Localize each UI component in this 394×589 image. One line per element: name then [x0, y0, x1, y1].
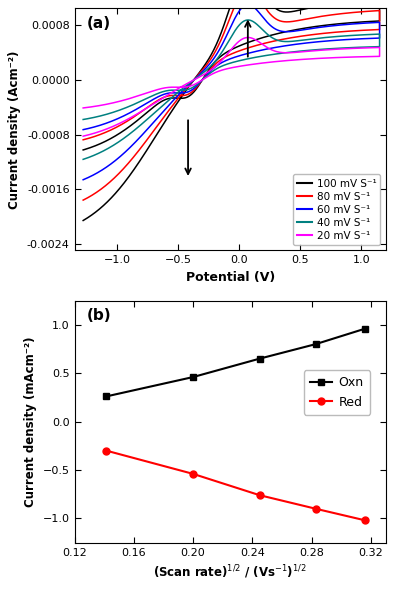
60 mV S⁻¹: [245, 1, 250, 8]
80 mV S⁻¹: [281, 18, 286, 25]
80 mV S⁻¹: [362, 27, 366, 34]
100 mV S⁻¹: [338, 0, 343, 6]
Line: 100 mV S⁻¹: 100 mV S⁻¹: [83, 0, 379, 220]
40 mV S⁻¹: [245, 16, 250, 24]
20 mV S⁻¹: [362, 53, 366, 60]
Line: 60 mV S⁻¹: 60 mV S⁻¹: [83, 5, 379, 180]
40 mV S⁻¹: [338, 32, 343, 39]
Red: [363, 517, 368, 524]
Line: Red: Red: [103, 447, 369, 524]
40 mV S⁻¹: [349, 44, 354, 51]
80 mV S⁻¹: [160, 116, 164, 123]
60 mV S⁻¹: [160, 110, 164, 117]
40 mV S⁻¹: [81, 116, 85, 123]
40 mV S⁻¹: [181, 85, 186, 92]
40 mV S⁻¹: [362, 44, 366, 51]
20 mV S⁻¹: [181, 82, 186, 90]
Legend: 100 mV S⁻¹, 80 mV S⁻¹, 60 mV S⁻¹, 40 mV S⁻¹, 20 mV S⁻¹: 100 mV S⁻¹, 80 mV S⁻¹, 60 mV S⁻¹, 40 mV …: [293, 174, 381, 245]
20 mV S⁻¹: [338, 45, 343, 52]
20 mV S⁻¹: [81, 133, 85, 140]
20 mV S⁻¹: [245, 34, 250, 41]
Oxn: [363, 325, 368, 332]
100 mV S⁻¹: [81, 147, 85, 154]
60 mV S⁻¹: [281, 28, 286, 35]
Text: (b): (b): [87, 308, 112, 323]
100 mV S⁻¹: [349, 19, 354, 26]
X-axis label: (Scan rate)$^{1/2}$ / (Vs$^{-1}$)$^{1/2}$: (Scan rate)$^{1/2}$ / (Vs$^{-1}$)$^{1/2}…: [153, 563, 307, 581]
20 mV S⁻¹: [81, 104, 85, 111]
Oxn: [191, 373, 195, 380]
60 mV S⁻¹: [349, 36, 354, 43]
Red: [191, 471, 195, 478]
Legend: Oxn, Red: Oxn, Red: [304, 370, 370, 415]
60 mV S⁻¹: [81, 176, 85, 183]
Oxn: [313, 340, 318, 348]
Y-axis label: Current density (mAcm⁻²): Current density (mAcm⁻²): [24, 336, 37, 507]
100 mV S⁻¹: [81, 217, 85, 224]
20 mV S⁻¹: [349, 54, 354, 61]
Red: [257, 492, 262, 499]
100 mV S⁻¹: [281, 8, 286, 15]
Line: 80 mV S⁻¹: 80 mV S⁻¹: [83, 0, 379, 200]
60 mV S⁻¹: [362, 35, 366, 42]
60 mV S⁻¹: [81, 126, 85, 133]
Red: [313, 505, 318, 512]
Line: 40 mV S⁻¹: 40 mV S⁻¹: [83, 20, 379, 160]
80 mV S⁻¹: [81, 197, 85, 204]
100 mV S⁻¹: [160, 123, 164, 130]
100 mV S⁻¹: [362, 18, 366, 25]
40 mV S⁻¹: [81, 156, 85, 163]
40 mV S⁻¹: [160, 102, 164, 110]
Oxn: [104, 393, 109, 400]
Line: 20 mV S⁻¹: 20 mV S⁻¹: [83, 38, 379, 136]
Y-axis label: Current density (Acm⁻²): Current density (Acm⁻²): [8, 50, 21, 209]
X-axis label: Potential (V): Potential (V): [186, 271, 275, 284]
Text: (a): (a): [87, 15, 111, 31]
Oxn: [257, 355, 262, 362]
60 mV S⁻¹: [181, 87, 186, 94]
20 mV S⁻¹: [281, 49, 286, 56]
100 mV S⁻¹: [181, 91, 186, 98]
80 mV S⁻¹: [181, 89, 186, 96]
Red: [104, 447, 109, 454]
40 mV S⁻¹: [281, 38, 286, 45]
20 mV S⁻¹: [160, 95, 164, 102]
80 mV S⁻¹: [349, 28, 354, 35]
80 mV S⁻¹: [338, 10, 343, 17]
Line: Oxn: Oxn: [103, 325, 369, 400]
80 mV S⁻¹: [81, 136, 85, 143]
60 mV S⁻¹: [338, 21, 343, 28]
